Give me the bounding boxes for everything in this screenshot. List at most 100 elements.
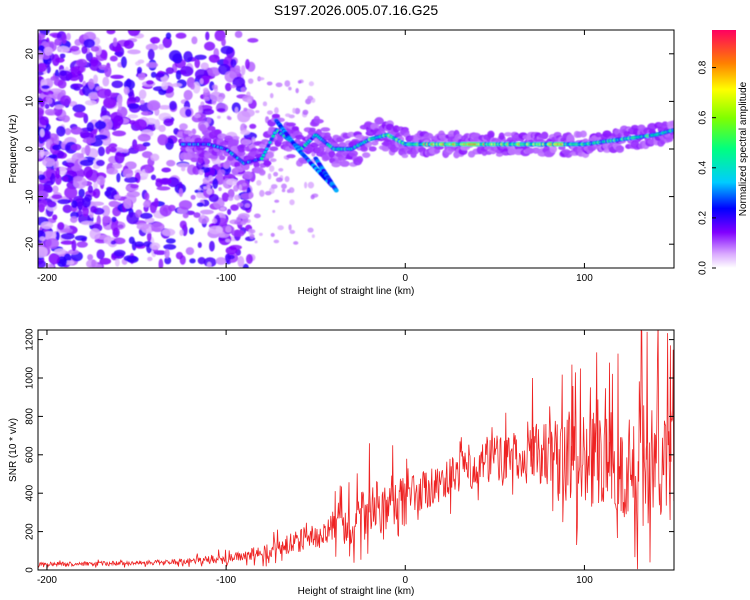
- spectrogram-blob: [54, 104, 65, 110]
- spectrogram-blob: [307, 95, 314, 101]
- spectrogram-blob: [38, 260, 47, 268]
- spectrogram-blob: [158, 43, 165, 50]
- spectrogram-blob: [57, 45, 70, 53]
- spectrogram-halo: [356, 155, 364, 164]
- spectrogram-blob: [44, 103, 50, 109]
- spectrogram-blob: [197, 187, 202, 191]
- spectrogram-ridge-core: [268, 141, 272, 144]
- spectrogram-blob: [230, 204, 239, 211]
- spectrogram-blob: [227, 116, 232, 121]
- spectrogram-blob: [109, 147, 117, 153]
- spectrogram-blob: [155, 72, 165, 78]
- spectrogram-y-axis: 20 10 0 -10 -20: [25, 48, 674, 251]
- spectrogram-blob: [111, 216, 117, 223]
- spectrogram-blob: [117, 98, 123, 111]
- spectrogram-blob: [258, 232, 263, 236]
- spectrogram-blob: [47, 97, 53, 105]
- spectrogram-blob: [206, 117, 212, 124]
- spectrogram-blob: [67, 249, 80, 255]
- spectrogram-blob: [88, 78, 95, 90]
- spectrogram-halo: [423, 132, 434, 140]
- spectrogram-blob: [41, 85, 50, 90]
- spectrogram-blob: [231, 229, 245, 237]
- spectrogram-blob: [162, 36, 172, 49]
- spectrogram-blob: [163, 244, 177, 250]
- spectrogram-blob: [123, 86, 130, 95]
- spectrogram-blob: [43, 46, 53, 56]
- spectrogram-blob: [73, 176, 83, 182]
- spectrogram-blob: [136, 66, 143, 74]
- spectrogram-halo: [216, 151, 224, 157]
- spectrogram-blob: [270, 184, 278, 190]
- spectrogram-blob: [64, 186, 78, 199]
- spectrogram-blob: [83, 31, 97, 42]
- spectrogram-blob: [227, 188, 235, 199]
- snr-panel: 0 200 400 600 800 1000 1200 -200 -100 0 100 Heigh…: [8, 328, 675, 597]
- spectrogram-blob: [87, 254, 94, 261]
- spectrogram-ridge-core: [270, 137, 274, 141]
- spectrogram-blob: [91, 259, 96, 268]
- spectrogram-blob: [255, 110, 260, 114]
- spectrogram-blob: [200, 213, 205, 219]
- spectrogram-blob: [259, 189, 265, 197]
- spectrogram-halo: [595, 132, 602, 138]
- spectrogram-blob: [116, 172, 121, 183]
- spectrogram-blob: [294, 107, 301, 115]
- spectrogram-blob: [54, 248, 66, 255]
- spectrogram-blob: [38, 32, 46, 40]
- spectrogram-halo: [487, 130, 495, 139]
- spectrogram-halo: [392, 125, 400, 133]
- spectrogram-blob: [106, 168, 119, 175]
- spectrogram-blob: [181, 166, 186, 172]
- spectrogram-blob: [288, 187, 295, 194]
- spectrogram-blob: [292, 107, 296, 114]
- spectrogram-blob: [62, 175, 69, 182]
- spectrogram-blob: [274, 107, 279, 114]
- spectrogram-blob: [150, 71, 157, 78]
- spectrogram-blob: [208, 175, 213, 182]
- spectrogram-blob: [196, 191, 204, 199]
- spectrogram-blob: [137, 59, 145, 64]
- spectrogram-blob: [218, 233, 226, 238]
- spectrogram-halo: [337, 155, 348, 161]
- spectrogram-blob: [70, 143, 82, 151]
- spectrogram-blob: [179, 229, 184, 237]
- spectrogram-blob: [106, 30, 116, 35]
- spectrogram-blob: [82, 137, 96, 144]
- spectrogram-ridge-core: [263, 150, 267, 154]
- spectrogram-blob: [57, 79, 67, 89]
- spectrogram-blob: [90, 205, 97, 214]
- spectrogram-halo: [669, 134, 674, 139]
- colorbar-tick-label: 0.8: [698, 60, 709, 74]
- spectrogram-x-label: Height of straight line (km): [298, 286, 415, 297]
- spectrogram-blob: [248, 192, 253, 200]
- spectrogram-halo: [269, 146, 279, 152]
- spectrogram-blob: [201, 108, 215, 115]
- spectrogram-blob: [59, 70, 67, 77]
- spectrogram-blob: [69, 45, 80, 52]
- spectrogram-blob: [42, 231, 57, 240]
- spectrogram-blob: [220, 45, 234, 55]
- spectrogram-blob: [268, 165, 275, 172]
- spectrogram-halo: [328, 150, 336, 158]
- spectrogram-blob: [42, 157, 56, 167]
- spectrogram-blob: [103, 97, 117, 109]
- spectrogram-blob: [202, 177, 210, 184]
- spectrogram-blob: [245, 254, 253, 264]
- colorbar-tick-label: 0.4: [698, 160, 709, 174]
- spectrogram-blob: [284, 176, 290, 183]
- spectrogram-blob: [269, 92, 274, 99]
- spectrogram-blob: [64, 128, 72, 136]
- spectrogram-halo: [310, 142, 320, 148]
- spectrogram-halo: [294, 134, 305, 140]
- spectrogram-blob: [237, 213, 250, 220]
- spectrogram-y-label: Frequency (Hz): [8, 115, 19, 184]
- spectrogram-blob: [134, 241, 145, 248]
- spectrogram-blob: [52, 144, 62, 151]
- spectrogram-blob: [200, 62, 209, 70]
- spectrogram-blob: [82, 205, 90, 218]
- spectrogram-blob: [197, 241, 202, 249]
- spectrogram-blob: [284, 80, 291, 87]
- spectrogram-blob: [90, 56, 99, 67]
